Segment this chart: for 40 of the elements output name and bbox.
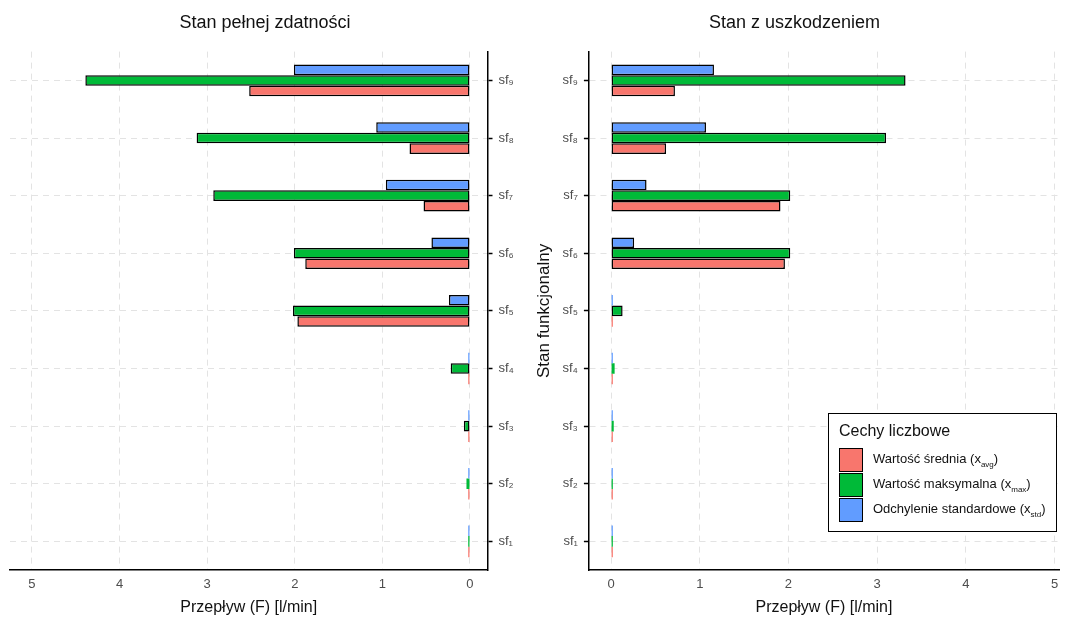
y-tick-label: sf₉	[562, 71, 578, 87]
x-tick-label: 5	[28, 575, 36, 591]
y-tick-label: sf₃	[498, 417, 514, 433]
y-tick-label: sf₂	[498, 475, 514, 491]
x-tick-label: 4	[962, 575, 970, 591]
y-tick-label: sf₈	[562, 129, 578, 145]
y-tick-label: sf₄	[498, 360, 514, 376]
y-tick-label: sf₇	[563, 187, 579, 203]
y-tick-label: sf₅	[498, 302, 514, 318]
y-tick-label: sf₆	[498, 244, 514, 260]
legend-label: Wartość maksymalna (x$_{max}$)	[873, 476, 1031, 494]
x-tick-label: 0	[466, 575, 474, 591]
x-tick-label: 1	[378, 575, 386, 591]
x-axis-title: Przepływ (F) [l/min]	[755, 597, 893, 615]
y-tick-label: sf₁	[498, 532, 514, 548]
y-tick-label: sf₇	[498, 187, 514, 203]
y-axis-title: Stan funkcjonalny	[533, 243, 553, 378]
x-tick-label: 0	[607, 575, 615, 591]
legend-label: Wartość średnia (x$_{avg}$)	[873, 451, 999, 469]
x-tick-label: 3	[203, 575, 211, 591]
y-tick-label: sf₅	[562, 302, 578, 318]
y-tick-label: sf₉	[498, 71, 514, 87]
x-tick-label: 2	[784, 575, 793, 591]
y-tick-label: sf₃	[562, 417, 578, 433]
x-tick-label: 4	[115, 575, 124, 591]
chart-title: Stan z uszkodzeniem	[708, 11, 881, 32]
x-tick-label: 3	[873, 575, 881, 591]
y-tick-label: sf₆	[562, 244, 578, 260]
x-tick-label: 5	[1050, 575, 1059, 591]
chart-title: Stan pełnej zdatności	[179, 11, 351, 32]
y-tick-label: sf₁	[563, 532, 579, 548]
y-tick-label: sf₈	[498, 129, 515, 145]
x-tick-label: 1	[696, 575, 704, 591]
legend-title: Cechy liczbowe	[839, 422, 952, 441]
x-axis-title: Przepływ (F) [l/min]	[180, 597, 318, 615]
y-tick-label: sf₄	[562, 360, 578, 376]
x-tick-label: 2	[291, 575, 299, 591]
legend-label: Odchylenie standardowe (x$_{std}$)	[873, 501, 1046, 519]
y-tick-label: sf₂	[562, 475, 578, 491]
bar	[611, 363, 615, 374]
